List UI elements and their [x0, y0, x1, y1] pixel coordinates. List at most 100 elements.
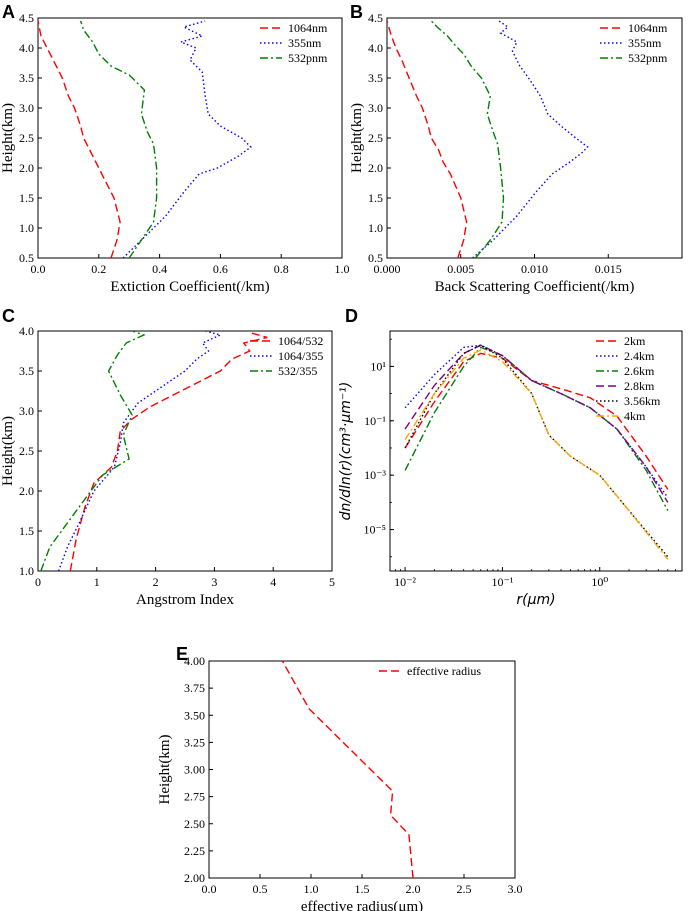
legend-label: 1064/532 [278, 334, 323, 348]
y-axis-label: Height(km) [0, 416, 16, 486]
panel-b: 0.000 0.005 0.010 0.015 0.5 1.0 1.5 2.0 2.5 3.0 3.… [349, 2, 683, 295]
legend-label: 2km [624, 334, 646, 348]
y-tick-label: 1.5 [19, 191, 34, 205]
x-axis-label: effective radius(μm) [301, 899, 423, 911]
panel-letter-a: A [2, 2, 15, 22]
x-axis-label: r(μm) [516, 592, 555, 608]
panel-letter-c: C [2, 306, 15, 326]
axes-frame [208, 660, 516, 879]
legend-label: 2.8km [624, 379, 655, 393]
series-line-1064nm [387, 20, 468, 258]
legend-label: 1064nm [288, 21, 328, 35]
series-line-1064nm [38, 20, 121, 258]
series-group [387, 20, 589, 258]
y-tick-label: 3.0 [19, 404, 34, 418]
legend-label: 532pnm [628, 51, 668, 65]
x-axis-label: Angstrom Index [136, 592, 234, 608]
panel-c: 0 1 2 3 4 5 1.0 1.5 2.0 2.5 3.0 3.5 4.0 Angstrom Inde… [0, 306, 335, 608]
y-tick-label: 2.75 [184, 790, 205, 804]
y-tick-label: 4.0 [19, 324, 34, 338]
y-tick-label: 1.0 [19, 221, 34, 235]
x-tick-label: 0 [35, 575, 41, 589]
y-tick-label: 3.25 [184, 735, 205, 749]
y-tick-label: 4.5 [368, 11, 383, 25]
series-line-1064-532 [69, 331, 268, 571]
y-tick-label: 4.0 [368, 41, 383, 55]
x-tick-label: 1.5 [355, 882, 370, 896]
y-tick-label: 0.5 [19, 251, 34, 265]
legend-label: 355nm [628, 36, 662, 50]
legend-label: 355nm [288, 36, 322, 50]
y-tick-label: 2.0 [19, 161, 34, 175]
y-axis-label: Height(km) [157, 735, 173, 805]
series-line-2km [404, 352, 669, 490]
series-group [281, 661, 414, 878]
y-axis-label: dn/dln(r)(cm³·μm⁻¹) [338, 382, 354, 521]
axes-frame [389, 330, 683, 572]
series-line-effective-radius [281, 661, 414, 878]
x-tick-label: 10⁰ [591, 575, 608, 589]
y-axis-label: Height(km) [349, 103, 365, 173]
y-tick-label: 1.5 [368, 191, 383, 205]
y-tick-label: 10⁻¹ [364, 414, 386, 428]
x-axis-label: Extiction Coefficient(/km) [110, 279, 269, 295]
x-tick-label: 1.0 [304, 882, 319, 896]
panel-a: 0.0 0.2 0.4 0.6 0.8 1.0 0.5 1.0 1.5 2.0 2.5 3.0 3.5 4… [0, 2, 350, 295]
x-tick-label: 0.005 [447, 262, 474, 276]
series-line-1064-355 [57, 331, 223, 571]
legend-label: effective radius [407, 664, 481, 678]
x-tick-label: 3 [211, 575, 217, 589]
x-tick-label: 0.8 [274, 262, 289, 276]
legend-label: 3.56km [624, 394, 661, 408]
y-tick-label: 2.5 [19, 131, 34, 145]
y-tick-label: 3.0 [368, 101, 383, 115]
panel-d: 10⁻² 10⁻¹ 10⁰ 10⁻⁵ 10⁻³ 10⁻¹ 10¹ r(μm) dn/dln(r)… [338, 306, 683, 608]
y-tick-label: 1.0 [19, 564, 34, 578]
y-tick-label: 1.0 [368, 221, 383, 235]
x-tick-label: 0.015 [595, 262, 622, 276]
series-line-532-355 [40, 331, 146, 571]
x-tick-label: 0.000 [374, 262, 401, 276]
y-tick-label: 10⁻⁵ [363, 523, 386, 537]
y-tick-label: 3.5 [19, 71, 34, 85]
y-tick-label: 2.0 [368, 161, 383, 175]
y-tick-label: 2.25 [184, 844, 205, 858]
x-tick-label: 5 [329, 575, 335, 589]
y-tick-label: 2.50 [184, 817, 205, 831]
x-tick-label: 0.010 [521, 262, 548, 276]
y-tick-label: 3.5 [368, 71, 383, 85]
y-tick-label: 10⁻³ [364, 468, 386, 482]
panel-letter-b: B [350, 2, 363, 22]
x-tick-label: 0.6 [213, 262, 228, 276]
legend-label: 2.4km [624, 349, 655, 363]
y-tick-label: 3.5 [19, 364, 34, 378]
x-tick-label: 10⁻² [394, 575, 416, 589]
y-tick-label: 1.5 [19, 524, 34, 538]
y-tick-label: 10¹ [370, 359, 386, 373]
series-line-355nm [122, 20, 252, 258]
series-group [404, 344, 669, 560]
x-tick-label: 2.0 [406, 882, 421, 896]
legend-label: 532/355 [278, 364, 317, 378]
x-tick-label: 4 [270, 575, 276, 589]
y-axis-label: Height(km) [0, 103, 16, 173]
panel-letter-d: D [345, 306, 358, 326]
y-tick-label: 3.0 [19, 101, 34, 115]
legend-label: 532pnm [288, 51, 328, 65]
series-line-2-8km [404, 344, 669, 503]
x-tick-label: 1 [94, 575, 100, 589]
panel-e: 0.0 0.5 1.0 1.5 2.0 2.5 3.0 2.00 2.25 2.50 2.75 3.0… [157, 644, 523, 911]
legend-label: 4km [624, 409, 646, 423]
y-tick-label: 3.75 [184, 681, 205, 695]
x-tick-label: 0.2 [91, 262, 106, 276]
x-tick-label: 0.5 [253, 882, 268, 896]
x-tick-label: 0.0 [202, 882, 217, 896]
series-line-532pnm [79, 20, 158, 258]
x-tick-label: 1.0 [335, 262, 350, 276]
y-tick-label: 3.00 [184, 763, 205, 777]
series-line-532pnm [430, 20, 505, 258]
y-tick-label: 0.5 [368, 251, 383, 265]
series-line-4km [404, 349, 669, 560]
legend-label: 1064/355 [278, 349, 323, 363]
